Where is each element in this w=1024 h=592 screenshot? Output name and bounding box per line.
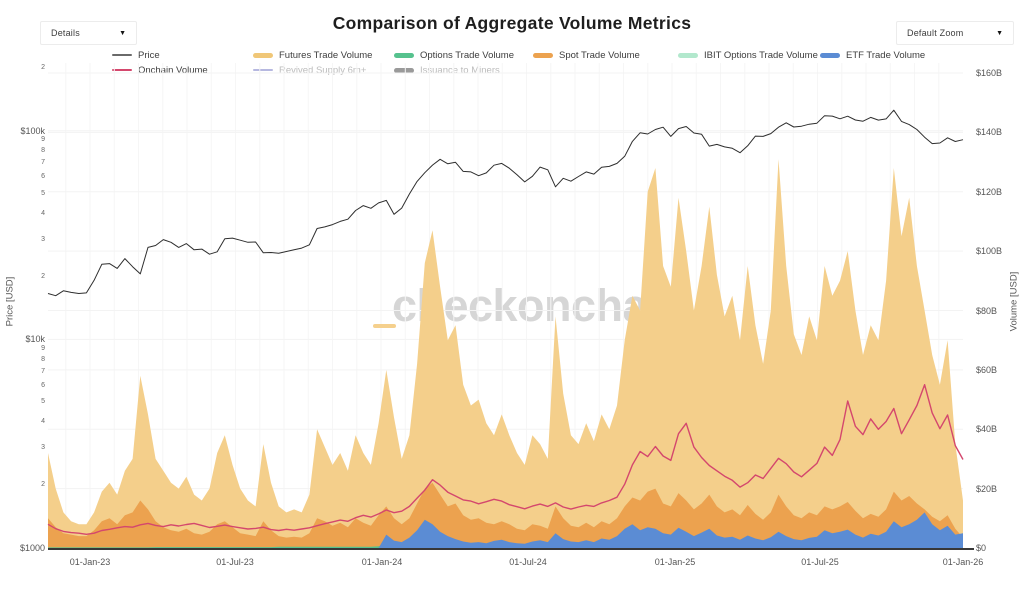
left-axis-tick-label: 6 [41, 381, 45, 389]
legend-item-onchain-volume[interactable]: Onchain Volume [112, 64, 208, 76]
legend-label: Futures Trade Volume [279, 49, 373, 61]
volume-axis-title: Volume [USD] [1008, 271, 1020, 332]
legend-item-price[interactable]: Price [112, 49, 160, 61]
price-swatch-icon [112, 54, 132, 56]
left-axis-tick-label: 3 [41, 235, 45, 243]
x-axis-tick-label: 01-Jan-25 [654, 557, 696, 567]
left-axis-tick-label: 4 [41, 209, 45, 217]
right-axis-tick-label: $120B [976, 186, 1003, 197]
chevron-down-icon: ▼ [119, 29, 126, 37]
right-axis-tick-label: $20B [976, 483, 998, 494]
onchain-volume-line [47, 384, 964, 535]
legend-item-etf-trade-volume[interactable]: ETF Trade Volume [820, 49, 925, 61]
spot-trade-volume-swatch-icon [533, 52, 553, 58]
left-axis-tick-label: 2 [41, 64, 45, 71]
x-axis-tick-label: 01-Jan-26 [942, 557, 984, 567]
left-axis-tick-label: $10k [25, 334, 45, 345]
price-line [47, 109, 964, 297]
legend-item-issuance-to-miners[interactable]: Issuance to Miners [394, 64, 500, 76]
left-axis-tick-label: 8 [41, 147, 45, 154]
right-axis-tick-label: $160B [976, 68, 1003, 78]
right-axis-tick-label: $100B [976, 246, 1003, 257]
left-axis-tick-label: 9 [41, 344, 45, 352]
left-axis-tick-label: 3 [41, 444, 45, 452]
etf-trade-volume-swatch-icon [820, 52, 840, 58]
etf-trade-volume-area [48, 512, 963, 548]
ibit-options-trade-volume-swatch-icon [678, 52, 698, 58]
left-axis-tick-label: 2 [41, 272, 45, 280]
details-dropdown[interactable]: Details ▼ [40, 21, 137, 45]
left-axis-tick-label: 7 [41, 159, 45, 167]
left-axis-tick-label: $1000 [19, 543, 45, 553]
right-axis-tick-label: $0 [976, 543, 987, 553]
legend-item-revived-supply-6m[interactable]: Revived Supply 6m+ [253, 64, 366, 76]
legend-label: ETF Trade Volume [846, 49, 926, 61]
left-axis-tick-label: 5 [41, 189, 45, 197]
spot-trade-volume-area [48, 482, 963, 548]
left-axis-tick-label: 2 [41, 481, 45, 489]
legend-label: Price [138, 49, 160, 61]
page-title: Comparison of Aggregate Volume Metrics [332, 13, 692, 33]
legend-label: Issuance to Miners [420, 64, 500, 76]
x-axis-tick-label: 01-Jul-25 [801, 557, 839, 567]
left-axis-tick-label: 4 [41, 418, 45, 426]
left-axis-tick-label: 8 [41, 355, 45, 363]
right-axis-tick-label: $40B [976, 424, 998, 435]
chevron-down-icon: ▼ [996, 29, 1003, 37]
right-axis-tick-label: $60B [976, 364, 998, 375]
left-axis-tick-label: 9 [41, 136, 45, 144]
right-axis-tick-label: $80B [976, 305, 998, 316]
legend-item-options-trade-volume[interactable]: Options Trade Volume [394, 49, 514, 61]
left-axis-tick-label: 6 [41, 173, 45, 181]
legend-label: Spot Trade Volume [559, 49, 640, 61]
left-axis-tick-label: 7 [41, 367, 45, 375]
price-axis-title: Price [USD] [4, 276, 16, 327]
revived-supply-6m-swatch-icon [253, 69, 273, 71]
x-axis-tick-label: 01-Jul-24 [509, 557, 547, 567]
right-axis-tick-label: $140B [976, 127, 1003, 138]
legend-label: Onchain Volume [138, 64, 208, 76]
legend-label: IBIT Options Trade Volume [704, 49, 818, 61]
details-dropdown-label: Details [51, 28, 80, 38]
futures-trade-volume-area [48, 159, 963, 548]
legend-label: Options Trade Volume [420, 49, 514, 61]
left-axis-tick-label: $100k [20, 125, 45, 136]
legend-item-futures-trade-volume[interactable]: Futures Trade Volume [253, 49, 372, 61]
stray-futures-mark [373, 324, 396, 328]
futures-trade-volume-swatch-icon [253, 52, 273, 58]
legend-label: Revived Supply 6m+ [279, 64, 367, 76]
issuance-to-miners-swatch-icon [394, 67, 414, 73]
x-axis-tick-label: 01-Jan-23 [69, 557, 111, 567]
left-axis-tick-label: 5 [41, 398, 45, 406]
x-axis-tick-label: 01-Jan-24 [361, 557, 403, 567]
default-zoom-label: Default Zoom [907, 28, 964, 38]
default-zoom-dropdown[interactable]: Default Zoom ▼ [896, 21, 1014, 45]
legend-item-ibit-options-trade-volume[interactable]: IBIT Options Trade Volume [678, 49, 818, 61]
options-trade-volume-swatch-icon [394, 52, 414, 58]
legend-item-spot-trade-volume[interactable]: Spot Trade Volume [533, 49, 640, 61]
x-axis-tick-label: 01-Jul-23 [216, 557, 254, 567]
onchain-volume-swatch-icon [112, 69, 132, 71]
